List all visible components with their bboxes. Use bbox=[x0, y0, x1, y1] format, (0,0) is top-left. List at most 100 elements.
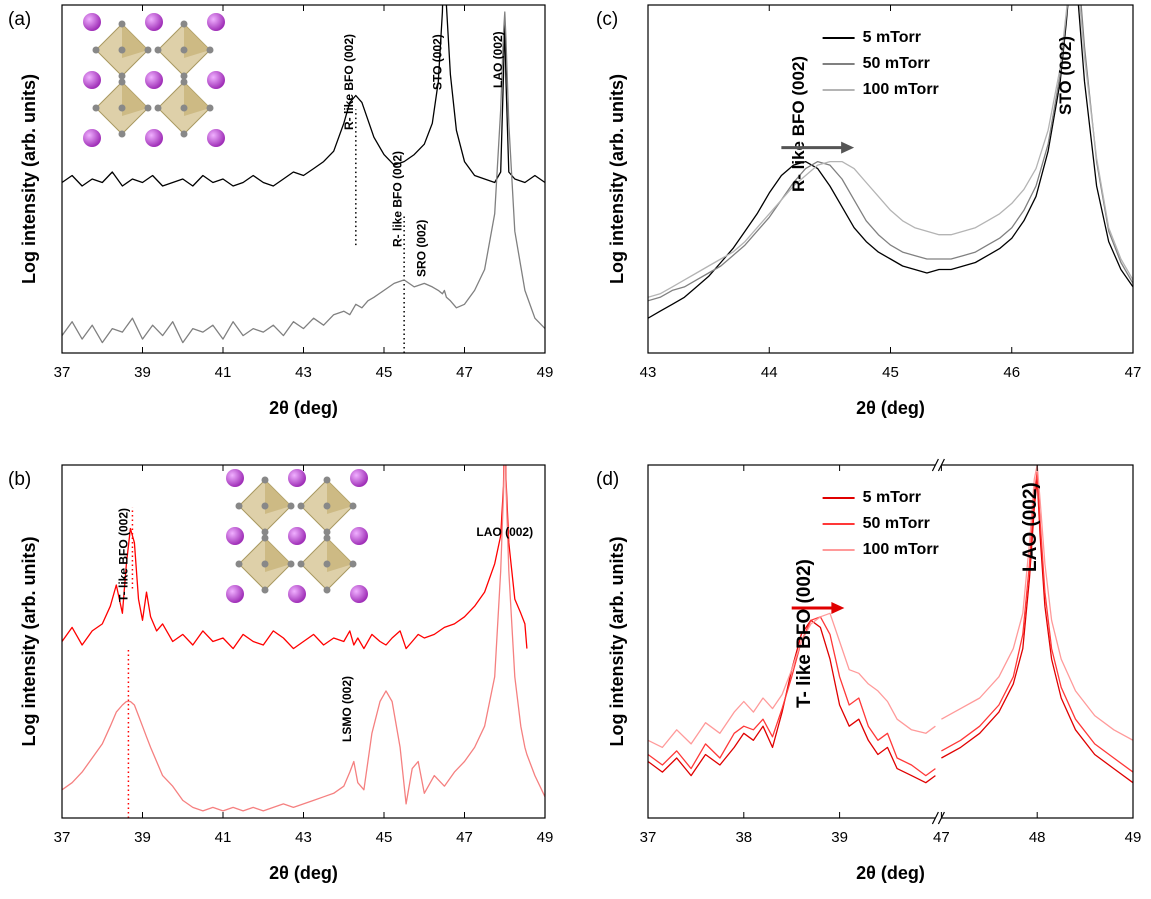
x-tick-label: 43 bbox=[640, 364, 657, 381]
x-tick-label: 39 bbox=[134, 829, 151, 846]
oxygen-atom bbox=[118, 104, 126, 112]
data-line bbox=[648, 465, 1133, 749]
plot-area bbox=[648, 5, 1133, 319]
structure-inset bbox=[226, 469, 368, 603]
bi-atom bbox=[350, 585, 368, 603]
bi-atom bbox=[288, 527, 306, 545]
octahedron-face bbox=[184, 82, 210, 116]
oxygen-atom bbox=[323, 586, 331, 594]
oxygen-atom bbox=[154, 104, 162, 112]
oxygen-atom bbox=[144, 46, 152, 54]
x-tick-label: 49 bbox=[537, 829, 554, 846]
legend-label: 5 mTorr bbox=[863, 489, 921, 506]
x-tick-label: 47 bbox=[456, 364, 473, 381]
plot-area bbox=[62, 465, 545, 818]
bi-atom bbox=[145, 129, 163, 147]
oxygen-atom bbox=[92, 46, 100, 54]
oxygen-atom bbox=[323, 476, 331, 484]
oxygen-atom bbox=[261, 502, 269, 510]
data-line bbox=[62, 465, 545, 812]
oxygen-atom bbox=[261, 534, 269, 542]
oxygen-atom bbox=[261, 560, 269, 568]
oxygen-atom bbox=[118, 78, 126, 86]
bi-atom bbox=[288, 585, 306, 603]
bi-atom bbox=[226, 585, 244, 603]
bi-atom bbox=[83, 71, 101, 89]
legend-label: 5 mTorr bbox=[863, 29, 921, 46]
peak-annotation: LAO (002) bbox=[476, 525, 533, 539]
octahedron-face bbox=[265, 538, 291, 572]
oxygen-atom bbox=[180, 104, 188, 112]
oxygen-atom bbox=[118, 46, 126, 54]
bi-atom bbox=[226, 527, 244, 545]
bi-atom bbox=[226, 469, 244, 487]
x-axis-label: 2θ (deg) bbox=[269, 398, 338, 418]
x-tick-label: 43 bbox=[295, 829, 312, 846]
bi-atom bbox=[83, 13, 101, 31]
x-tick-label: 37 bbox=[54, 364, 71, 381]
data-line bbox=[62, 5, 545, 187]
oxygen-atom bbox=[349, 502, 357, 510]
x-tick-label: 45 bbox=[376, 829, 393, 846]
legend-label: 50 mTorr bbox=[863, 515, 930, 532]
bi-atom bbox=[207, 71, 225, 89]
structure-inset bbox=[83, 13, 225, 147]
oxygen-atom bbox=[287, 560, 295, 568]
legend-label: 100 mTorr bbox=[863, 81, 939, 98]
x-axis-label: 2θ (deg) bbox=[856, 398, 925, 418]
axis-break-gap bbox=[935, 463, 942, 467]
peak-annotation: T- like BFO (002) bbox=[794, 559, 815, 708]
peak-annotation: LSMO (002) bbox=[340, 676, 354, 742]
oxygen-atom bbox=[180, 130, 188, 138]
peak-annotation: SRO (002) bbox=[414, 220, 428, 277]
peak-annotation: R- like BFO (002) bbox=[789, 56, 808, 192]
bi-atom bbox=[350, 527, 368, 545]
x-axis-label: 2θ (deg) bbox=[856, 863, 925, 883]
y-axis-label: Log intensity (arb. units) bbox=[607, 536, 627, 746]
oxygen-atom bbox=[261, 586, 269, 594]
bi-atom bbox=[145, 13, 163, 31]
octahedron-face bbox=[184, 24, 210, 58]
x-tick-label: 37 bbox=[640, 829, 657, 846]
axes-frame bbox=[647, 464, 1134, 819]
legend-label: 50 mTorr bbox=[863, 55, 930, 72]
x-tick-label: 46 bbox=[1003, 364, 1020, 381]
oxygen-atom bbox=[349, 560, 357, 568]
peak-annotation: T- like BFO (002) bbox=[117, 508, 131, 602]
shift-arrowhead bbox=[831, 601, 845, 614]
x-tick-label: 49 bbox=[1125, 829, 1142, 846]
x-tick-label: 41 bbox=[215, 364, 232, 381]
oxygen-atom bbox=[206, 46, 214, 54]
oxygen-atom bbox=[118, 130, 126, 138]
x-tick-label: 39 bbox=[134, 364, 151, 381]
octahedron-face bbox=[327, 480, 353, 514]
x-tick-label: 41 bbox=[215, 829, 232, 846]
peak-annotation: LAO (002) bbox=[1020, 482, 1041, 572]
plot-area bbox=[648, 465, 1133, 784]
x-tick-label: 39 bbox=[831, 829, 848, 846]
oxygen-atom bbox=[323, 502, 331, 510]
panel-label: (c) bbox=[596, 9, 618, 30]
peak-annotation: R- like BFO (002) bbox=[342, 34, 356, 130]
x-tick-label: 37 bbox=[54, 829, 71, 846]
octahedron-face bbox=[122, 24, 148, 58]
octahedron-face bbox=[122, 82, 148, 116]
x-tick-label: 38 bbox=[735, 829, 752, 846]
peak-annotation: R- like BFO (002) bbox=[390, 151, 404, 247]
peak-annotation: STO (002) bbox=[1056, 36, 1075, 115]
panel-label: (a) bbox=[8, 9, 31, 30]
x-tick-label: 47 bbox=[933, 829, 950, 846]
y-axis-label: Log intensity (arb. units) bbox=[19, 536, 39, 746]
oxygen-atom bbox=[144, 104, 152, 112]
bi-atom bbox=[288, 469, 306, 487]
oxygen-atom bbox=[297, 502, 305, 510]
oxygen-atom bbox=[323, 534, 331, 542]
oxygen-atom bbox=[206, 104, 214, 112]
oxygen-atom bbox=[323, 528, 331, 536]
x-tick-label: 43 bbox=[295, 364, 312, 381]
oxygen-atom bbox=[261, 528, 269, 536]
bi-atom bbox=[207, 129, 225, 147]
oxygen-atom bbox=[118, 20, 126, 28]
